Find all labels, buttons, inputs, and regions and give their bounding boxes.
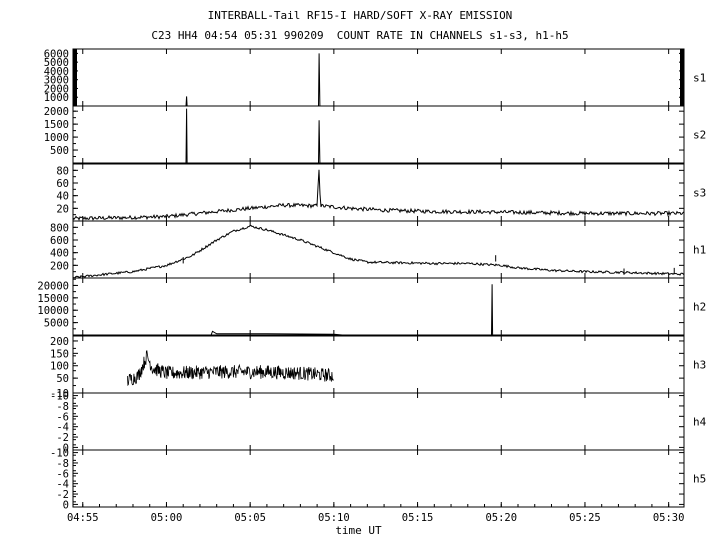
series-line-s3: [72, 169, 685, 221]
channel-label-s2: s2: [693, 129, 706, 142]
x-tick-label: 05:15: [402, 512, 434, 524]
panel-frame-h4: [72, 392, 685, 451]
panel-frame-h2: [72, 277, 685, 336]
series-line-h3: [127, 350, 334, 387]
series-line-s1: [73, 53, 684, 107]
y-tick-label-h3: 100: [50, 361, 69, 373]
panel-frame-s3: [72, 163, 685, 222]
channel-label-h1: h1: [693, 244, 706, 257]
y-tick-label-s3: 40: [56, 191, 69, 203]
channel-label-s1: s1: [693, 72, 706, 85]
panel-frame-h3: [72, 335, 685, 394]
y-tick-label-s1: 2000: [44, 83, 69, 95]
x-tick-label: 05:30: [653, 512, 685, 524]
channel-label-s3: s3: [693, 187, 706, 200]
y-tick-label-s1: 1000: [44, 92, 69, 104]
x-tick-label: 05:05: [234, 512, 266, 524]
y-tick-label-h1: 800: [50, 222, 69, 234]
y-tick-label-h1: 600: [50, 235, 69, 247]
edge-bar-left-s1: [73, 49, 77, 106]
x-tick-label: 05:00: [151, 512, 183, 524]
channel-label-h2: h2: [693, 301, 706, 314]
y-tick-label-s1: 4000: [44, 66, 69, 78]
y-tick-label-s2: 1500: [44, 119, 69, 131]
y-tick-label-h3: 50: [56, 373, 69, 385]
y-tick-label-h2: 15000: [37, 293, 69, 305]
y-tick-label-h2: 20000: [37, 280, 69, 292]
x-tick-label: 05:10: [318, 512, 350, 524]
y-tick-label-h1: 200: [50, 260, 69, 272]
series-line-s2: [73, 108, 684, 164]
channel-label-h5: h5: [693, 473, 706, 486]
y-tick-label-h5: -10: [50, 448, 69, 460]
x-axis-title: time UT: [335, 524, 382, 537]
y-tick-label-h5: -6: [56, 468, 69, 480]
y-tick-label-h4: 0: [63, 442, 69, 454]
y-tick-label-s1: 3000: [44, 75, 69, 87]
series-line-h2: [73, 284, 684, 336]
y-tick-label-s2: 1000: [44, 132, 69, 144]
x-tick-label: 05:20: [485, 512, 517, 524]
y-tick-label-h5: -8: [56, 458, 69, 470]
y-tick-label-s2: 500: [50, 145, 69, 157]
y-tick-label-h4: -2: [56, 432, 69, 444]
series-line-h1: [72, 224, 685, 279]
channel-label-h3: h3: [693, 359, 706, 372]
y-tick-label-h4: -4: [56, 422, 69, 434]
channel-label-h4: h4: [693, 416, 707, 429]
y-tick-label-s3: 80: [56, 165, 69, 177]
panel-frame-s2: [72, 105, 685, 164]
y-tick-label-h4: -6: [56, 411, 69, 423]
y-tick-label-s1: 6000: [44, 48, 69, 60]
y-tick-label-s3: 60: [56, 178, 69, 190]
y-tick-label-h5: -4: [56, 479, 69, 491]
edge-bar-right-s1: [680, 49, 684, 106]
y-tick-label-h3: 150: [50, 348, 69, 360]
y-tick-label-h1: 400: [50, 248, 69, 260]
y-tick-label-h5: -2: [56, 489, 69, 501]
panel-frame-h5: [72, 449, 685, 508]
y-tick-label-s3: 20: [56, 203, 69, 215]
y-tick-label-h3: 200: [50, 336, 69, 348]
x-tick-label: 05:25: [569, 512, 601, 524]
y-tick-label-h3: -10: [50, 388, 69, 400]
chart-subtitle: C23 HH4 04:54 05:31 990209 COUNT RATE IN…: [151, 29, 569, 42]
panel-frame-h1: [72, 220, 685, 279]
chart-title: INTERBALL-Tail RF15-I HARD/SOFT X-RAY EM…: [207, 9, 513, 22]
y-tick-label-h5: 0: [63, 499, 69, 511]
panel-frame-s1: [72, 48, 685, 107]
y-tick-label-h2: 5000: [44, 318, 69, 330]
y-tick-label-h2: 10000: [37, 305, 69, 317]
x-tick-label: 04:55: [67, 512, 99, 524]
y-tick-label-s1: 5000: [44, 57, 69, 69]
y-tick-label-h4: -8: [56, 401, 69, 413]
y-tick-label-s2: 2000: [44, 106, 69, 118]
y-tick-label-h4: -10: [50, 391, 69, 403]
